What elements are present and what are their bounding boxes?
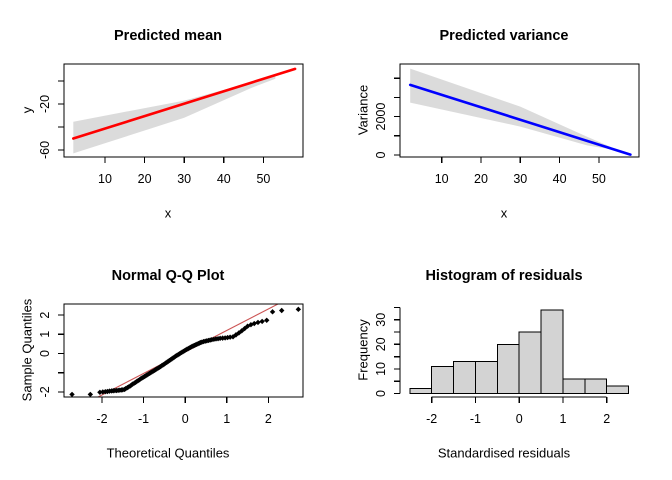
svg-text:40: 40 — [217, 172, 231, 186]
svg-text:0: 0 — [182, 412, 189, 426]
plot-predicted-variance: 10 20 30 40 50 0 2000 Predicted variance Varia… — [336, 0, 672, 240]
svg-text:-60: -60 — [38, 141, 52, 159]
plot-title: Predicted variance — [439, 27, 569, 44]
svg-text:2000: 2000 — [374, 103, 388, 131]
predicted-mean-canvas: 10 20 30 40 50 -60 -20 — [38, 63, 304, 186]
svg-text:30: 30 — [513, 172, 527, 186]
plot-title: Normal Q-Q Plot — [111, 267, 225, 284]
svg-text:40: 40 — [553, 172, 567, 186]
svg-text:30: 30 — [177, 172, 191, 186]
plot-predicted-mean: 10 20 30 40 50 -60 -20 Predicted mean y x — [0, 0, 336, 240]
svg-text:-2: -2 — [38, 386, 52, 397]
svg-text:0: 0 — [374, 390, 388, 397]
svg-text:50: 50 — [592, 172, 606, 186]
y-axis-label: y — [19, 106, 35, 114]
svg-text:-20: -20 — [38, 95, 52, 113]
x-axis-label: Theoretical Quantiles — [106, 445, 230, 461]
svg-text:20: 20 — [374, 337, 388, 351]
svg-text:20: 20 — [474, 172, 488, 186]
qq-plot-canvas: -2 -1 0 1 2 -2 0 1 2 — [38, 303, 304, 426]
svg-text:1: 1 — [223, 412, 230, 426]
predicted-variance-canvas: 10 20 30 40 50 0 2000 — [374, 63, 640, 186]
svg-text:10: 10 — [435, 172, 449, 186]
svg-text:0: 0 — [516, 412, 523, 426]
svg-text:-1: -1 — [138, 412, 149, 426]
svg-text:0: 0 — [38, 350, 52, 357]
x-axis-label: Standardised residuals — [437, 445, 571, 461]
plot-residual-histogram: -2 -1 0 1 2 0 10 20 30 Histogram of residuals Fr… — [336, 240, 672, 480]
x-axis-label: x — [164, 205, 172, 221]
plot-qq: -2 -1 0 1 2 -2 0 1 2 Normal Q-Q Plot Sample Quan… — [0, 240, 336, 480]
x-axis-label: x — [500, 205, 508, 221]
svg-text:-2: -2 — [96, 412, 107, 426]
y-axis-label: Frequency — [355, 319, 371, 381]
svg-text:2: 2 — [603, 412, 610, 426]
svg-text:-2: -2 — [426, 412, 437, 426]
svg-text:2: 2 — [38, 312, 52, 319]
plot-title: Histogram of residuals — [425, 267, 583, 284]
svg-text:-1: -1 — [470, 412, 481, 426]
y-axis-label: Variance — [355, 84, 371, 136]
plot-title: Predicted mean — [114, 27, 222, 44]
svg-text:10: 10 — [374, 362, 388, 376]
svg-text:10: 10 — [98, 172, 112, 186]
svg-text:1: 1 — [559, 412, 566, 426]
svg-text:30: 30 — [374, 313, 388, 327]
svg-text:1: 1 — [38, 331, 52, 338]
svg-text:50: 50 — [256, 172, 270, 186]
svg-text:20: 20 — [138, 172, 152, 186]
svg-text:2: 2 — [265, 412, 272, 426]
y-axis-label: Sample Quantiles — [19, 298, 35, 402]
svg-text:0: 0 — [374, 151, 388, 158]
